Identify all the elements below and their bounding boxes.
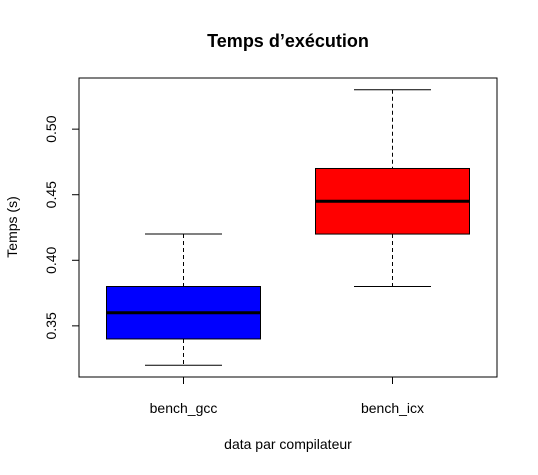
y-tick-label: 0.35: [43, 312, 59, 339]
x-axis: bench_gcc bench_icx: [150, 376, 424, 416]
y-axis-label: Temps (s): [4, 196, 20, 257]
boxes-layer: [106, 89, 470, 366]
x-tick-label: bench_gcc: [150, 400, 218, 416]
x-tick-label: bench_icx: [361, 400, 424, 416]
y-tick-label: 0.40: [43, 246, 59, 273]
x-axis-label: data par compilateur: [224, 436, 352, 452]
chart-title: Temps d’exécution: [207, 31, 369, 51]
y-axis: 0.35 0.40 0.45 0.50: [43, 115, 80, 339]
y-tick-label: 0.45: [43, 181, 59, 208]
box-bench_gcc: [106, 233, 261, 366]
box-bench_icx: [315, 89, 470, 288]
y-tick-label: 0.50: [43, 115, 59, 142]
